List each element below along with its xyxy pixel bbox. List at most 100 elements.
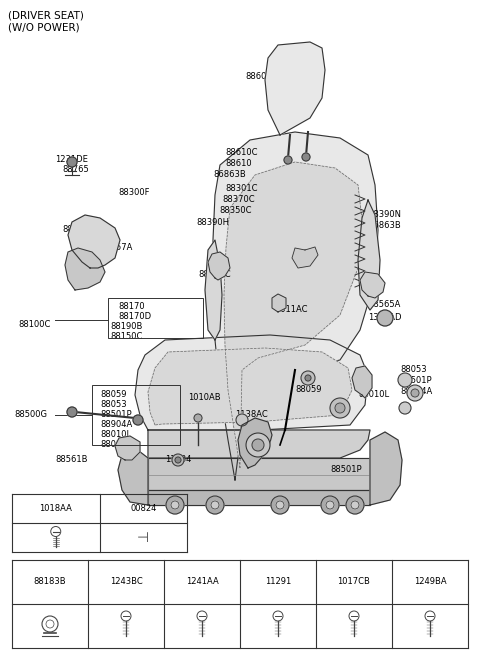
Polygon shape bbox=[238, 418, 272, 468]
Circle shape bbox=[302, 153, 310, 161]
Text: 11291: 11291 bbox=[265, 577, 291, 586]
Circle shape bbox=[326, 501, 334, 509]
Polygon shape bbox=[115, 436, 140, 460]
Circle shape bbox=[51, 527, 61, 537]
Text: 88501P: 88501P bbox=[100, 410, 132, 419]
Text: 88183B: 88183B bbox=[34, 577, 66, 586]
Circle shape bbox=[273, 611, 283, 621]
Text: 88190B: 88190B bbox=[110, 322, 143, 331]
Text: 88500G: 88500G bbox=[14, 410, 47, 419]
Polygon shape bbox=[292, 247, 318, 268]
Circle shape bbox=[349, 611, 359, 621]
Circle shape bbox=[197, 611, 207, 621]
Circle shape bbox=[425, 611, 435, 621]
Text: 88010L: 88010L bbox=[100, 430, 131, 439]
Text: 1249BA: 1249BA bbox=[414, 577, 446, 586]
Polygon shape bbox=[148, 490, 370, 505]
Polygon shape bbox=[208, 252, 230, 280]
Circle shape bbox=[172, 454, 184, 466]
Circle shape bbox=[305, 375, 311, 381]
Circle shape bbox=[377, 310, 393, 326]
Text: 1243BC: 1243BC bbox=[109, 577, 143, 586]
Circle shape bbox=[330, 398, 350, 418]
Text: 88501P: 88501P bbox=[400, 376, 432, 385]
Text: 11234: 11234 bbox=[165, 455, 192, 464]
Text: 88904A: 88904A bbox=[400, 387, 432, 396]
Circle shape bbox=[171, 501, 179, 509]
Text: 86863B: 86863B bbox=[368, 221, 401, 230]
Text: 88057A: 88057A bbox=[100, 243, 132, 252]
Text: 88059: 88059 bbox=[295, 385, 322, 394]
Polygon shape bbox=[65, 248, 105, 290]
Text: 88567C: 88567C bbox=[198, 270, 230, 279]
Circle shape bbox=[407, 385, 423, 401]
Text: 88610C: 88610C bbox=[225, 148, 257, 157]
Circle shape bbox=[67, 157, 77, 167]
Circle shape bbox=[284, 156, 292, 164]
Text: 88100C: 88100C bbox=[18, 320, 50, 329]
Text: 88301C: 88301C bbox=[225, 184, 257, 193]
Text: 1010AB: 1010AB bbox=[188, 393, 221, 402]
Text: 1011AC: 1011AC bbox=[275, 305, 308, 314]
Text: 88053: 88053 bbox=[100, 400, 127, 409]
Text: 88053: 88053 bbox=[400, 365, 427, 374]
Text: (DRIVER SEAT): (DRIVER SEAT) bbox=[8, 10, 84, 20]
Polygon shape bbox=[265, 42, 325, 135]
Circle shape bbox=[42, 616, 58, 632]
Text: 88610: 88610 bbox=[225, 159, 252, 168]
Circle shape bbox=[133, 415, 143, 425]
Text: (W/O POWER): (W/O POWER) bbox=[8, 22, 80, 32]
Circle shape bbox=[246, 433, 270, 457]
Circle shape bbox=[346, 496, 364, 514]
Text: 00824: 00824 bbox=[130, 504, 156, 513]
Polygon shape bbox=[352, 366, 372, 398]
Circle shape bbox=[271, 496, 289, 514]
Polygon shape bbox=[135, 335, 368, 430]
Circle shape bbox=[211, 501, 219, 509]
Polygon shape bbox=[118, 448, 148, 505]
Text: 88370C: 88370C bbox=[222, 195, 254, 204]
Text: 88765: 88765 bbox=[62, 165, 89, 174]
Circle shape bbox=[301, 371, 315, 385]
Circle shape bbox=[276, 501, 284, 509]
Polygon shape bbox=[358, 200, 380, 310]
Circle shape bbox=[399, 402, 411, 414]
Circle shape bbox=[351, 501, 359, 509]
Circle shape bbox=[321, 496, 339, 514]
Text: 88300F: 88300F bbox=[118, 188, 149, 197]
Text: 1241AA: 1241AA bbox=[186, 577, 218, 586]
Polygon shape bbox=[272, 294, 286, 312]
Text: 88565A: 88565A bbox=[368, 300, 400, 309]
Text: 1017CB: 1017CB bbox=[337, 577, 371, 586]
Polygon shape bbox=[148, 458, 370, 490]
Text: ⊣: ⊣ bbox=[137, 531, 149, 544]
Text: 88600A: 88600A bbox=[245, 72, 277, 81]
Circle shape bbox=[46, 620, 54, 628]
Circle shape bbox=[67, 407, 77, 417]
Text: 88501P: 88501P bbox=[330, 465, 361, 474]
Bar bbox=[108, 298, 203, 338]
Polygon shape bbox=[148, 348, 352, 425]
Text: 88561B: 88561B bbox=[55, 455, 87, 464]
Text: 88059: 88059 bbox=[100, 390, 127, 399]
Polygon shape bbox=[205, 240, 222, 340]
Polygon shape bbox=[360, 272, 385, 298]
Text: 88390N: 88390N bbox=[368, 210, 401, 219]
Circle shape bbox=[411, 389, 419, 397]
Circle shape bbox=[252, 439, 264, 451]
Text: 88390H: 88390H bbox=[196, 218, 229, 227]
Text: 88057A: 88057A bbox=[100, 440, 132, 449]
Text: 86863B: 86863B bbox=[213, 170, 246, 179]
Polygon shape bbox=[224, 162, 362, 468]
Circle shape bbox=[236, 414, 248, 426]
Circle shape bbox=[398, 373, 412, 387]
Polygon shape bbox=[148, 430, 370, 458]
Polygon shape bbox=[68, 215, 120, 268]
Polygon shape bbox=[370, 432, 402, 505]
Text: 1018AA: 1018AA bbox=[39, 504, 72, 513]
Circle shape bbox=[206, 496, 224, 514]
Text: 88170: 88170 bbox=[118, 302, 144, 311]
Polygon shape bbox=[212, 132, 378, 480]
Text: 88010L: 88010L bbox=[358, 390, 389, 399]
Text: 1138AC: 1138AC bbox=[235, 410, 268, 419]
